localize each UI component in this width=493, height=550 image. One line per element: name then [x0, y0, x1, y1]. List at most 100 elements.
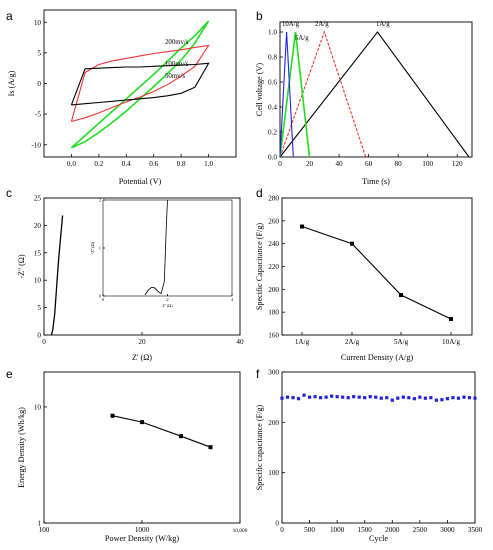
panel-b-series-5A/g	[279, 31, 311, 158]
panel-d-frame	[281, 197, 473, 336]
panel-a-y-tick-label: 10	[34, 19, 42, 27]
panel-b-y-tick-label: 0.2	[268, 129, 277, 137]
panel-a-x-tick-label: 0.0	[67, 160, 76, 168]
panel-e-series-line	[112, 415, 211, 448]
panel-e-y-axis-label: Energy Density (Wh/kg)	[17, 407, 26, 488]
panel-f-data-point	[456, 396, 461, 400]
panel-f-x-tick-label: 2500	[413, 526, 428, 534]
panel-d-y-tick-label: 240	[268, 240, 279, 248]
panel-f-data-point	[324, 395, 328, 399]
panel-c-x-tick-label: 20	[138, 338, 146, 346]
panel-d-y-tick-label: 280	[268, 195, 279, 203]
panel-b-y-tick-label: 0.0	[268, 154, 277, 162]
panel-f-data-point	[429, 396, 433, 400]
panel-a-x-axis-label: Potential (V)	[119, 177, 162, 186]
panel-a-x-tick-label: 0.4	[122, 160, 131, 168]
panel-f-data-point	[407, 396, 411, 400]
panel-a: a 0.0 0.2 0.4 0.6 0.8 1.0 -10 -5 0 5 10 Potential (V…	[6, 9, 237, 186]
panel-a-series-200mv/s	[70, 20, 210, 149]
panel-f-data-point	[319, 396, 323, 400]
panel-f-data-point	[341, 395, 345, 399]
panel-c-y-tick-label: 20	[34, 222, 42, 230]
panel-f-data-point	[374, 395, 378, 399]
panel-f-x-axis-label: Cycle	[369, 534, 388, 543]
panel-a-x-tick-label: 0.2	[94, 160, 103, 168]
panel-b-annotation: 2A/g	[315, 21, 329, 28]
panel-b-y-tick-label: 0.8	[268, 54, 277, 62]
panel-d-y-tick-label: 180	[268, 309, 279, 317]
panel-f-frame	[281, 371, 476, 524]
panel-e-data-point	[110, 413, 115, 418]
panel-f-data-point	[423, 396, 427, 400]
panel-a-x-tick-label: 0.8	[177, 160, 186, 168]
panel-c-x-axis-label: Z' (Ω)	[132, 353, 152, 362]
panel-d-series-line	[301, 225, 452, 320]
panel-f-data-point	[352, 395, 356, 399]
panel-f-data-point	[280, 396, 284, 400]
panel-e-data-point	[178, 434, 183, 439]
panel-e-x-tick-label: 10,000	[233, 528, 248, 534]
panel-b-x-tick-label: 40	[335, 160, 343, 168]
panel-e: e 100 1000 10,000 1 10 Power Density (W/kg) Ene…	[6, 367, 248, 543]
panel-c-y-tick-label: 5	[37, 304, 41, 312]
panel-a-y-axis-label: Is (A/g)	[7, 70, 16, 96]
panel-f-data-point	[368, 395, 372, 399]
panel-d: d 160 180 200 220 240 260 280 1A/g 2A/g 5A/g 10A/g C…	[255, 186, 473, 362]
panel-f-y-tick-label: 200	[268, 419, 279, 427]
panel-f-x-tick-label: 0	[280, 526, 284, 534]
panel-f-x-tick-label: 500	[304, 526, 315, 534]
panel-f-data-point	[296, 397, 301, 401]
panel-c-x-tick-label: 0	[42, 338, 46, 346]
panel-c-inset-line	[144, 199, 168, 296]
panel-f-data-point	[285, 395, 290, 399]
panel-f-x-tick-label: 2000	[385, 526, 400, 534]
panel-d-y-tick-label: 260	[268, 217, 279, 225]
panel-c-x-tick-label: 40	[236, 338, 244, 346]
panel-b-series-2A/g	[279, 30, 367, 158]
panel-f-data-point	[462, 395, 466, 399]
panel-b-x-axis-label: Time (s)	[362, 177, 390, 186]
panel-f-data-point	[330, 394, 334, 398]
panel-b-series-1A/g	[279, 31, 470, 158]
panel-f-data-point	[313, 395, 317, 399]
panel-a-y-tick-label: -5	[35, 111, 41, 119]
panel-d-y-tick-label: 160	[268, 332, 279, 340]
panel-f-data-point	[291, 396, 295, 400]
panel-e-x-axis-label: Power Density (W/kg)	[105, 534, 179, 543]
panel-f-data-point	[396, 396, 400, 400]
panel-f-data-point	[467, 396, 472, 400]
panel-a-label: a	[6, 9, 13, 23]
panel-b-x-tick-label: 0	[278, 160, 282, 168]
panel-e-y-tick-label: 10	[34, 403, 42, 411]
panel-b-x-tick-label: 120	[452, 160, 463, 168]
panel-d-y-axis-label: Specific Capacitance (F/g)	[255, 223, 264, 311]
panel-b-annotation: 1A/g	[376, 21, 390, 28]
panel-c-inset-y-tick-label: 1	[99, 246, 101, 251]
panel-f-label: f	[256, 367, 260, 381]
panel-b-x-tick-label: 100	[422, 160, 433, 168]
panel-a-y-tick-label: -10	[31, 141, 41, 149]
panel-f-data-point	[445, 397, 450, 401]
panel-a-y-tick-label: 0	[37, 80, 41, 88]
panel-d-x-tick-label: 10A/g	[442, 338, 460, 346]
panel-d-data-point	[350, 241, 354, 246]
panel-f-data-point	[357, 395, 361, 399]
panel-b-y-tick-label: 0.4	[268, 104, 277, 112]
panel-a-series-50mv/s	[70, 62, 210, 106]
panel-b-annotation: 5A/g	[295, 35, 309, 42]
panel-c-inset-x-axis-label: Z' (Ω)	[162, 303, 173, 308]
panel-c-inset-y-tick-label: 0	[99, 294, 101, 299]
panel-c-inset-x-tick-label: 2	[166, 297, 168, 302]
panel-b-annotation: 10A/g	[282, 21, 300, 28]
panel-f-x-tick-label: 3500	[468, 526, 483, 534]
panel-c-inset-x-tick-label: 0	[102, 297, 104, 302]
panel-d-y-tick-label: 220	[268, 263, 279, 271]
panel-b-y-tick-label: 0.6	[268, 79, 277, 87]
panel-f-data-point	[401, 395, 405, 399]
panel-c-nyquist-line	[50, 215, 64, 336]
panel-d-data-point	[300, 224, 304, 229]
panel-c-inset-y-axis-label: -Z'' (Ω)	[90, 241, 95, 254]
panel-f-y-axis-label: Specific capacitance (F/g)	[255, 404, 264, 490]
panel-f-data-point	[379, 396, 383, 400]
